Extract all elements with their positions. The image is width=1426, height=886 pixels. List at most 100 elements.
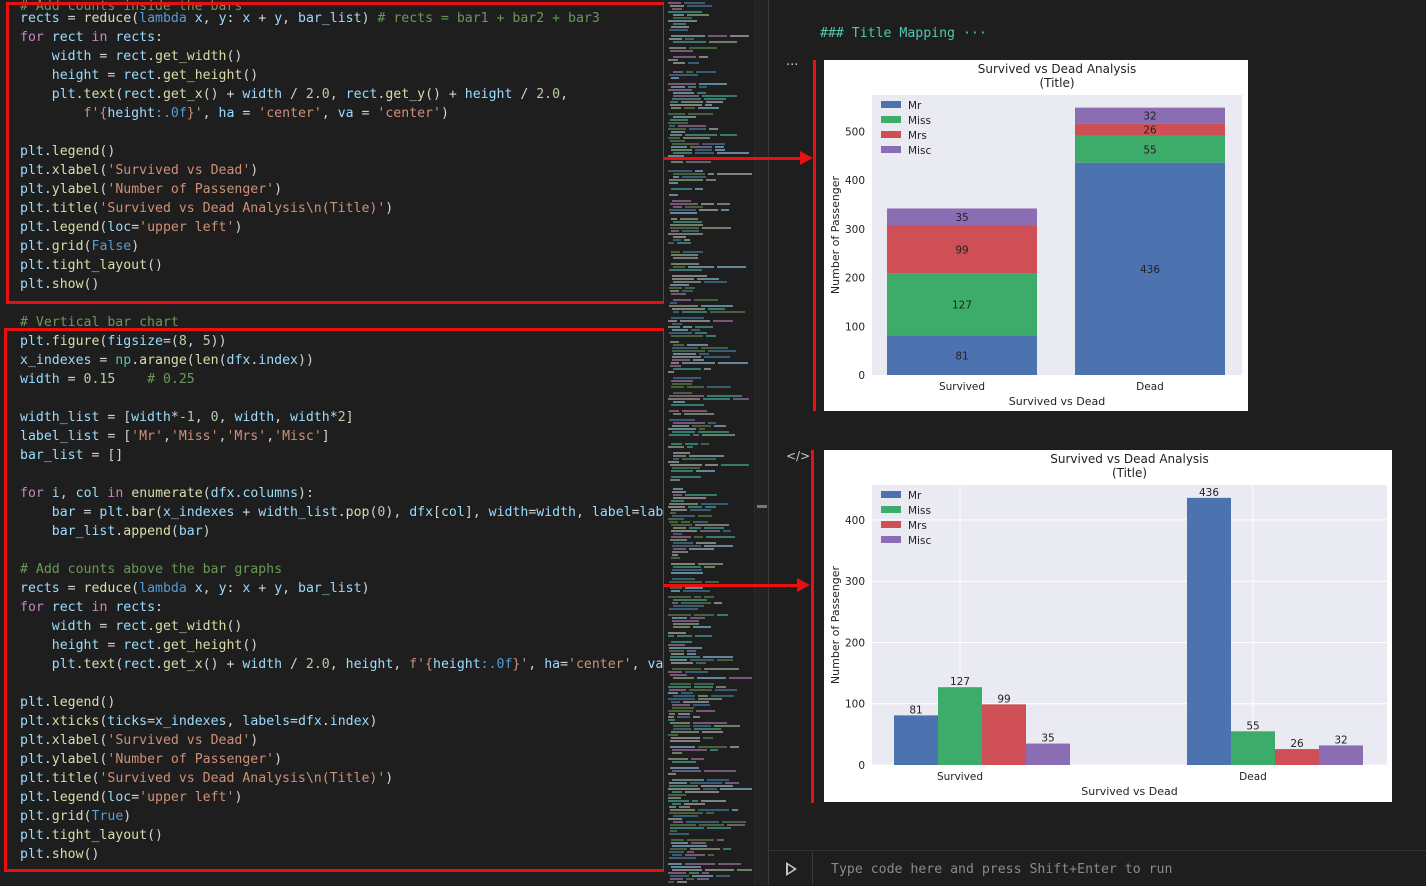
code-line[interactable]: plt.ylabel('Number of Passenger')	[20, 750, 282, 769]
code-line[interactable]: bar = plt.bar(x_indexes + width_list.pop…	[20, 503, 664, 522]
minimap-line	[693, 716, 700, 718]
code-line[interactable]: plt.show()	[20, 845, 99, 864]
code-minimap[interactable]	[664, 0, 754, 885]
minimap-line	[701, 800, 726, 802]
legend-swatch	[881, 506, 901, 513]
code-line[interactable]: width = rect.get_width()	[20, 617, 243, 636]
minimap-line	[721, 209, 729, 211]
minimap-line	[673, 116, 696, 118]
minimap-line	[670, 50, 693, 52]
code-token: ,	[266, 429, 275, 444]
code-token: 'center'	[377, 106, 441, 121]
code-line[interactable]: bar_list = []	[20, 446, 123, 465]
code-token: (	[83, 809, 92, 824]
code-token: (	[369, 505, 378, 520]
code-line[interactable]: # Add counts above the bar graphs	[20, 560, 282, 579]
minimap-line	[679, 806, 690, 808]
pane-divider[interactable]	[768, 0, 769, 885]
minimap-line	[669, 689, 686, 691]
minimap-line	[668, 461, 679, 463]
code-line[interactable]: plt.legend(loc='upper left')	[20, 788, 242, 807]
code-line[interactable]: x_indexes = np.arange(len(dfx.index))	[20, 351, 314, 370]
minimap-line	[693, 434, 699, 436]
code-line[interactable]: plt.legend()	[20, 693, 115, 712]
code-line[interactable]: height = rect.get_height()	[20, 66, 258, 85]
code-line[interactable]: plt.figure(figsize=(8, 5))	[20, 332, 227, 351]
code-line[interactable]: plt.title('Survived vs Dead Analysis\n(T…	[20, 769, 393, 788]
code-line[interactable]: plt.ylabel('Number of Passenger')	[20, 180, 282, 199]
minimap-line	[707, 779, 729, 781]
cell-menu-icon[interactable]: ···	[786, 58, 799, 73]
minimap-line	[671, 293, 686, 295]
minimap-line	[685, 854, 705, 856]
code-token: ha	[218, 106, 235, 121]
minimap-line	[668, 506, 685, 508]
code-token: np	[115, 353, 132, 368]
code-line[interactable]: plt.title('Survived vs Dead Analysis\n(T…	[20, 199, 393, 218]
code-line[interactable]: label_list = ['Mr','Miss','Mrs','Misc']	[20, 427, 330, 446]
code-line[interactable]: bar_list.append(bar)	[20, 522, 211, 541]
minimap-line	[671, 335, 703, 337]
code-line[interactable]: plt.text(rect.get_x() + width / 2.0, hei…	[20, 655, 664, 674]
minimap-line	[669, 125, 675, 127]
code-line[interactable]: for rect in rects:	[20, 28, 163, 47]
code-line[interactable]: plt.xlabel('Survived vs Dead')	[20, 161, 258, 180]
code-line[interactable]: # Vertical bar chart	[20, 313, 179, 332]
code-editor[interactable]: # Add counts inside the bars rects = redu…	[0, 0, 664, 885]
minimap-line	[689, 872, 699, 874]
minimap-line	[695, 332, 707, 334]
minimap-line	[697, 278, 719, 280]
minimap-line	[673, 458, 679, 460]
code-token: append	[123, 524, 171, 539]
code-token: va	[337, 106, 354, 121]
code-line[interactable]: for rect in rects:	[20, 598, 163, 617]
code-token: ,	[202, 11, 219, 26]
minimap-line	[668, 686, 691, 688]
code-line[interactable]: height = rect.get_height()	[20, 636, 258, 655]
chart-title: Survived vs Dead Analysis	[1050, 452, 1209, 466]
minimap-line	[668, 800, 689, 802]
code-line[interactable]: width = 0.15 # 0.25	[20, 370, 195, 389]
code-token: .	[43, 771, 52, 786]
minimap-line	[672, 308, 705, 310]
code-line[interactable]: rects = reduce(lambda x, y: x + y, bar_l…	[20, 579, 370, 598]
minimap-line	[670, 101, 678, 103]
minimap-line	[671, 731, 699, 733]
code-line[interactable]: plt.legend(loc='upper left')	[20, 218, 242, 237]
code-token: labels	[242, 714, 291, 729]
code-line[interactable]: plt.grid(False)	[20, 237, 139, 256]
minimap-line	[718, 863, 741, 865]
minimap-line	[705, 869, 734, 871]
minimap-line	[704, 281, 727, 283]
code-token: =	[91, 49, 116, 64]
minimap-line	[682, 362, 715, 364]
code-line[interactable]: plt.show()	[20, 275, 99, 294]
code-line[interactable]: width = rect.get_width()	[20, 47, 243, 66]
code-line[interactable]: rects = reduce(lambda x, y: x + y, bar_l…	[20, 9, 600, 28]
code-line[interactable]: plt.text(rect.get_x() + width / 2.0, rec…	[20, 85, 568, 104]
minimap-line	[695, 635, 712, 637]
code-line[interactable]: width_list = [width*-1, 0, width, width*…	[20, 408, 354, 427]
code-line[interactable]: plt.tight_layout()	[20, 826, 163, 845]
code-line[interactable]: for i, col in enumerate(dfx.columns):	[20, 484, 314, 503]
code-line[interactable]: f'{height:.0f}', ha = 'center', va = 'ce…	[20, 104, 449, 123]
minimap-line	[717, 839, 724, 841]
minimap-line	[672, 200, 691, 202]
bar-mr	[1075, 162, 1225, 375]
code-line[interactable]: plt.legend()	[20, 142, 115, 161]
editor-scrollbar[interactable]	[754, 0, 769, 885]
minimap-line	[668, 881, 674, 883]
annotation-arrowhead-top	[800, 151, 813, 165]
code-line[interactable]: plt.xticks(ticks=x_indexes, labels=dfx.i…	[20, 712, 377, 731]
code-line[interactable]: plt.xlabel('Survived vs Dead')	[20, 731, 258, 750]
scrollbar-thumb[interactable]	[757, 505, 767, 508]
code-token: for	[20, 600, 44, 615]
code-cell-icon[interactable]: </>	[786, 449, 811, 463]
minimap-line	[716, 875, 730, 877]
run-icon	[788, 865, 794, 873]
legend-swatch	[881, 491, 901, 498]
code-input[interactable]	[831, 862, 1391, 877]
minimap-line	[673, 176, 679, 178]
code-line[interactable]: plt.grid(True)	[20, 807, 131, 826]
code-line[interactable]: plt.tight_layout()	[20, 256, 163, 275]
